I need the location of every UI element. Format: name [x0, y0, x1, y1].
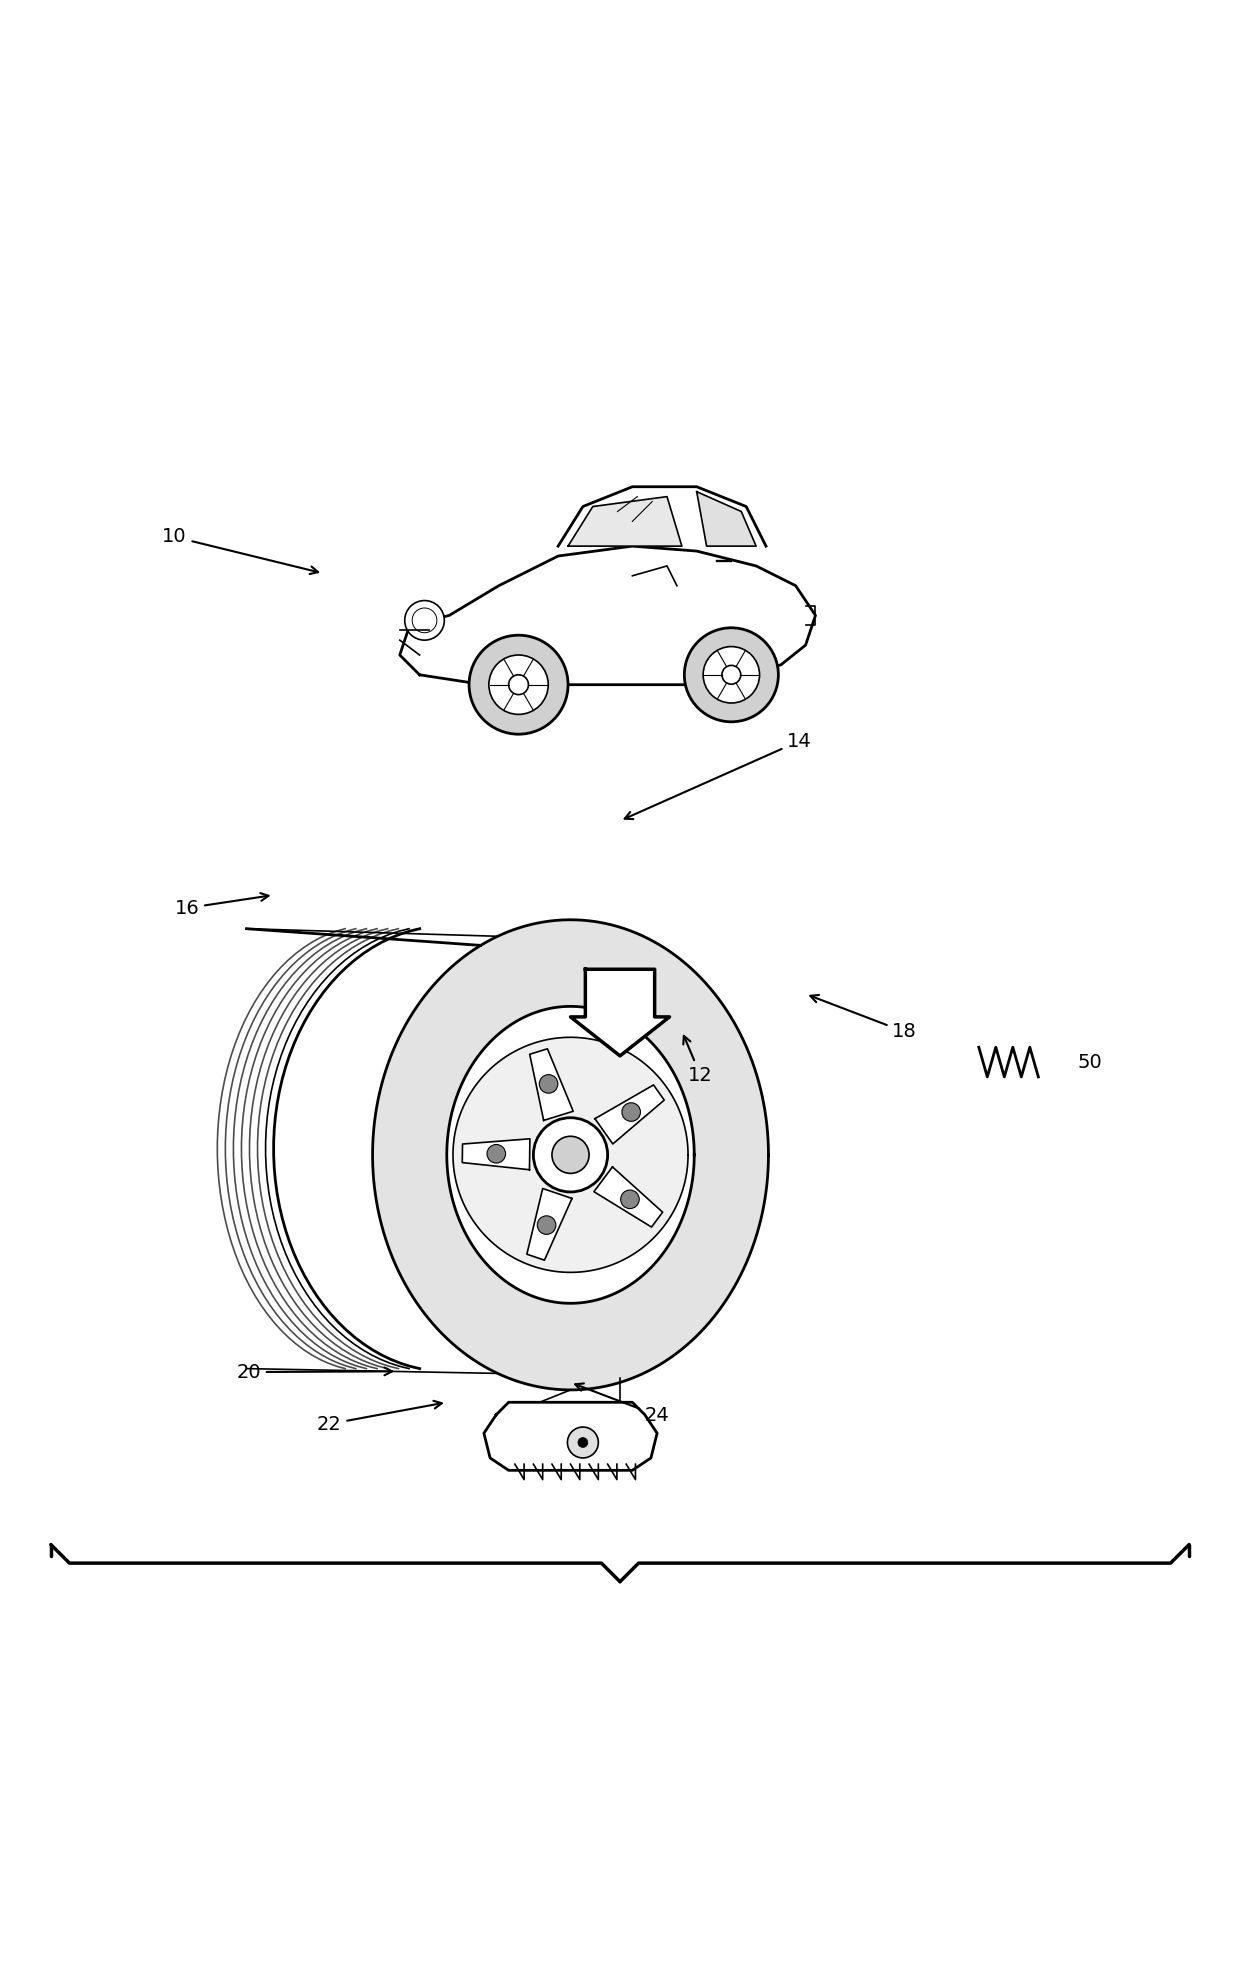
Polygon shape [558, 487, 766, 551]
Circle shape [487, 1145, 506, 1163]
Polygon shape [594, 1167, 662, 1227]
Polygon shape [697, 491, 756, 547]
Polygon shape [527, 1189, 572, 1260]
Text: 16: 16 [175, 893, 269, 918]
Polygon shape [529, 1050, 573, 1121]
Circle shape [684, 628, 779, 722]
Polygon shape [372, 920, 769, 1390]
Circle shape [578, 1437, 588, 1447]
Circle shape [539, 1076, 558, 1093]
Text: 12: 12 [683, 1036, 713, 1085]
Text: 50: 50 [1078, 1052, 1102, 1072]
Circle shape [537, 1217, 556, 1235]
Circle shape [489, 654, 548, 714]
Circle shape [703, 646, 760, 704]
Polygon shape [595, 1085, 665, 1143]
Polygon shape [446, 1006, 694, 1304]
Polygon shape [484, 1402, 657, 1471]
Text: 10: 10 [162, 527, 319, 575]
Circle shape [622, 1103, 640, 1121]
Polygon shape [568, 497, 682, 547]
Circle shape [469, 636, 568, 734]
Circle shape [508, 674, 528, 694]
Circle shape [621, 1191, 640, 1209]
Text: 14: 14 [625, 732, 812, 819]
Circle shape [533, 1117, 608, 1193]
Circle shape [568, 1427, 599, 1457]
Polygon shape [399, 547, 816, 684]
Circle shape [722, 666, 740, 684]
Text: 24: 24 [575, 1384, 670, 1425]
Polygon shape [463, 1139, 529, 1169]
Circle shape [404, 600, 444, 640]
Text: 22: 22 [317, 1402, 441, 1433]
Text: 18: 18 [811, 994, 916, 1042]
Polygon shape [453, 1038, 688, 1272]
Circle shape [552, 1137, 589, 1173]
Polygon shape [570, 970, 670, 1056]
Text: 20: 20 [237, 1362, 392, 1382]
